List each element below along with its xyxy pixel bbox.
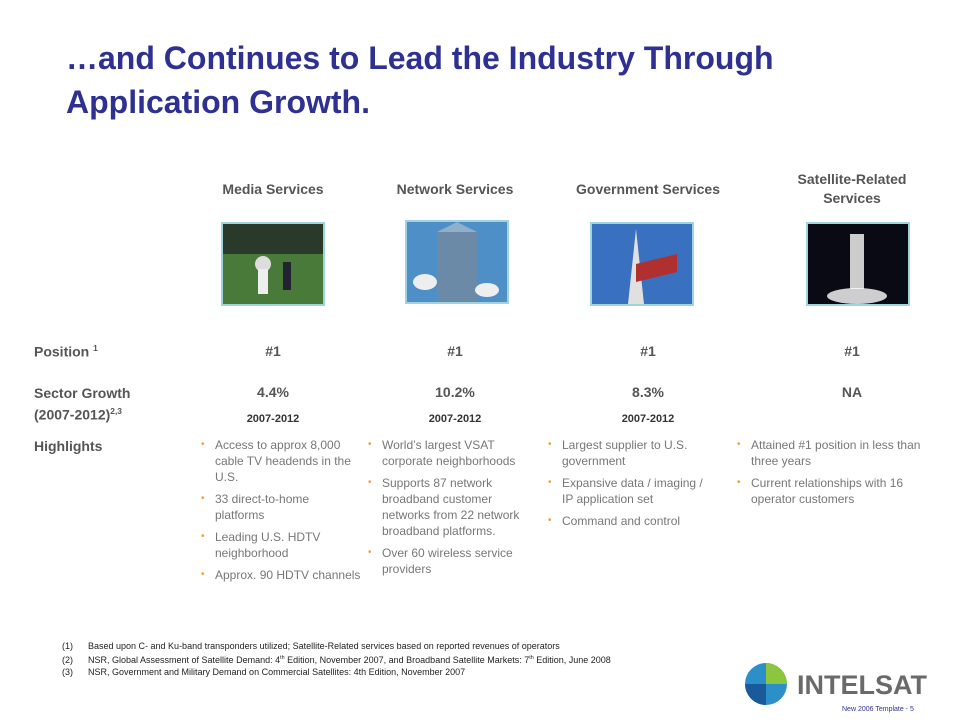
- footnote-text: NSR, Global Assessment of Satellite Dema…: [88, 655, 281, 665]
- footnote-marker: (2): [62, 655, 73, 665]
- photo: [590, 222, 694, 306]
- highlight: Current relationships with 16 operator c…: [737, 475, 937, 507]
- note: 1: [93, 343, 98, 353]
- column-header: Network Services: [396, 181, 514, 197]
- note: 2,3: [110, 406, 122, 416]
- photo: [806, 222, 910, 306]
- highlights: Access to approx 8,000 cable TV headends…: [201, 437, 361, 589]
- label: Sector Growth (2007-2012): [34, 385, 131, 423]
- period: 2007-2012: [246, 413, 300, 425]
- highlight: Access to approx 8,000 cable TV headends…: [201, 437, 361, 485]
- footnote-text: th: [280, 655, 285, 661]
- slide-title: …and Continues to Lead the Industry Thro…: [66, 40, 774, 120]
- highlights: Attained #1 position in less than three …: [737, 437, 937, 513]
- footnote-text: Edition, June 2008: [533, 655, 611, 665]
- highlight: Expansive data / imaging / IP applicatio…: [548, 475, 708, 507]
- footnote-text: Based upon C- and Ku-band transponders u…: [88, 641, 560, 651]
- logo-mark: [744, 662, 788, 706]
- footer: New 2006 Template - 5: [842, 706, 914, 713]
- highlight: Supports 87 network broadband customer n…: [368, 475, 528, 539]
- footnote: (2) NSR, Global Assessment of Satellite D…: [62, 652, 611, 666]
- position: #1: [447, 343, 463, 359]
- growth: 8.3%: [632, 384, 664, 400]
- highlight: Largest supplier to U.S. government: [548, 437, 708, 469]
- footnotes: (1) Based upon C- and Ku-band transponder…: [62, 640, 611, 678]
- footnote-marker: (3): [62, 667, 73, 677]
- highlight: Command and control: [548, 513, 708, 529]
- column-header: Satellite-Related Services: [797, 171, 907, 206]
- footnote-marker: (1): [62, 641, 73, 651]
- highlight: Attained #1 position in less than three …: [737, 437, 937, 469]
- photo: [221, 222, 325, 306]
- footnote-text: Edition, November 2007, and Broadband Sa…: [284, 655, 530, 665]
- row-label: Sector Growth (2007-2012)2,3: [34, 384, 164, 424]
- row-label: Position 1: [34, 343, 98, 360]
- highlight: Over 60 wireless service providers: [368, 545, 528, 577]
- growth: 10.2%: [435, 384, 475, 400]
- growth: 4.4%: [257, 384, 289, 400]
- footnote: (1) Based upon C- and Ku-band transponder…: [62, 640, 611, 652]
- footnote: (3) NSR, Government and Military Demand o…: [62, 666, 611, 678]
- highlight: 33 direct-to-home platforms: [201, 491, 361, 523]
- growth: NA: [841, 384, 863, 400]
- highlight: Leading U.S. HDTV neighborhood: [201, 529, 361, 561]
- highlights: Largest supplier to U.S. government Expan…: [548, 437, 708, 535]
- footnote-text: NSR, Government and Military Demand on C…: [88, 667, 466, 677]
- column-header: Media Services: [222, 181, 324, 197]
- label: Position: [34, 343, 90, 360]
- highlight: World’s largest VSAT corporate neighborh…: [368, 437, 528, 469]
- period: 2007-2012: [621, 413, 675, 425]
- position: #1: [844, 343, 860, 359]
- column-header: Government Services: [576, 181, 720, 197]
- position: #1: [640, 343, 656, 359]
- photo: [405, 220, 509, 304]
- logo-text: INTELSAT: [797, 670, 927, 700]
- highlights: World’s largest VSAT corporate neighborh…: [368, 437, 528, 583]
- row-label: Highlights: [34, 438, 103, 454]
- position: #1: [265, 343, 281, 359]
- highlight: Approx. 90 HDTV channels: [201, 567, 361, 583]
- period: 2007-2012: [428, 413, 482, 425]
- footnote-text: th: [529, 655, 534, 661]
